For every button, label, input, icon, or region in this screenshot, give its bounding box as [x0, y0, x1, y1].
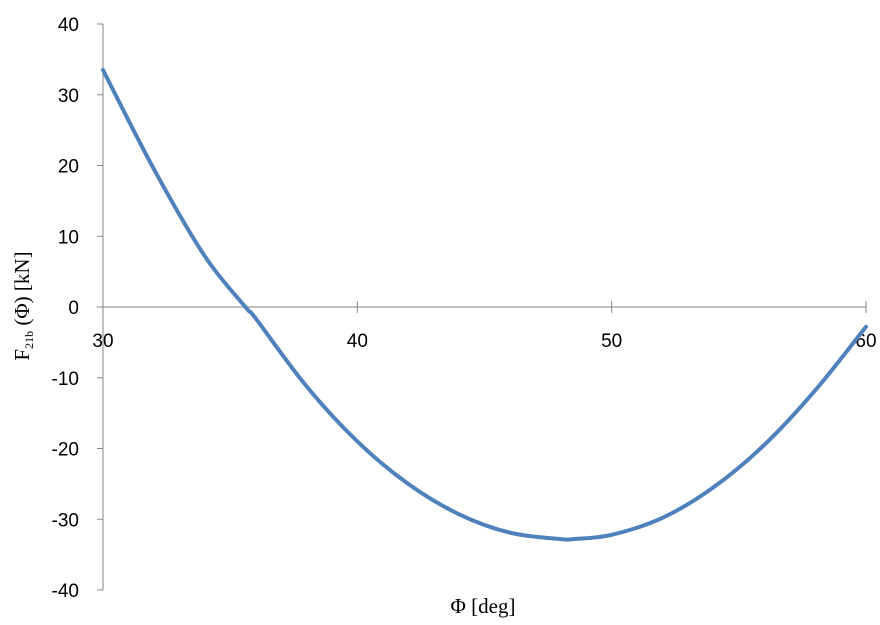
y-tick-label: -10 [52, 369, 79, 390]
y-axis-label-main: F [10, 349, 34, 361]
y-tick-label: -20 [52, 440, 79, 461]
y-tick-label: 10 [58, 227, 79, 248]
y-tick-label: 0 [68, 298, 79, 319]
y-tick-label: -30 [52, 510, 79, 531]
x-tick-label: 50 [601, 331, 622, 352]
axes [102, 24, 866, 590]
y-axis-label-rest: (Φ) [kN] [10, 251, 34, 331]
x-axis-label: Φ [deg] [451, 594, 516, 618]
x-tick-label: 40 [347, 331, 368, 352]
plot-area [101, 67, 868, 542]
y-tick-label: 40 [58, 15, 79, 36]
y-tick-label: 30 [58, 86, 79, 107]
x-tick-label: 30 [92, 331, 113, 352]
y-axis-label: F21b (Φ) [kN] [10, 251, 36, 360]
y-axis-label-sub: 21b [22, 331, 36, 349]
y-tick-label: 20 [58, 157, 79, 178]
y-tick-label: -40 [52, 581, 79, 602]
series-line [101, 67, 868, 542]
